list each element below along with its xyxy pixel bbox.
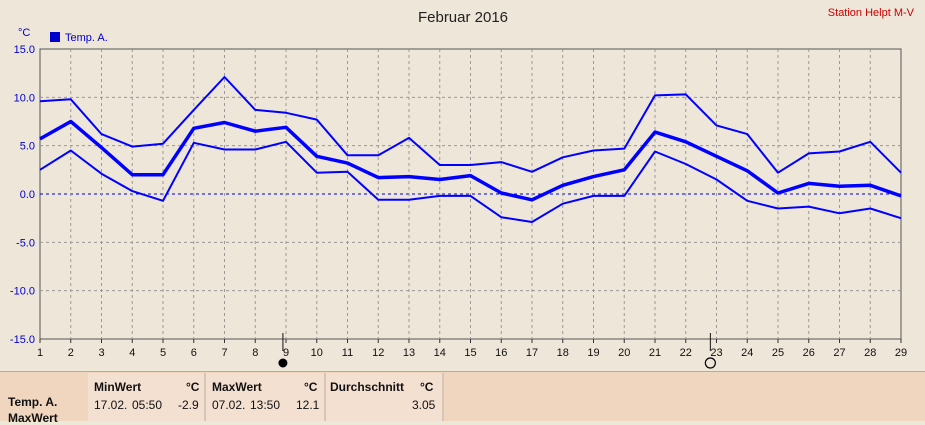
marker-filled-circle [278, 358, 288, 368]
x-tick-label: 8 [252, 347, 258, 359]
x-tick-label: 9 [283, 347, 289, 359]
max-unit: °C [304, 380, 318, 394]
legend-label: Temp. A. [65, 32, 108, 44]
x-tick-label: 2 [68, 347, 74, 359]
x-tick-label: 22 [680, 347, 692, 359]
max-panel: MaxWert °C 07.02. 13:50 12.1 [206, 373, 326, 421]
series-line-mean [39, 119, 902, 202]
chart-canvas: Februar 2016 Station Helpt M-V °C Temp. … [10, 7, 915, 369]
x-tick-label: 23 [710, 347, 722, 359]
x-tick-label: 24 [741, 347, 753, 359]
x-tick-label: 27 [833, 347, 845, 359]
min-panel: MinWert °C 17.02. 05:50 -2.9 [88, 373, 206, 421]
y-tick-label: 5.0 [20, 141, 35, 153]
x-tick-label: 11 [342, 347, 353, 359]
min-value: -2.9 [178, 398, 199, 412]
x-tick-label: 21 [649, 347, 661, 359]
min-time: 05:50 [132, 398, 163, 412]
x-tick-label: 25 [772, 347, 784, 359]
x-tick-label: 20 [618, 347, 630, 359]
x-tick-label: 5 [160, 347, 166, 359]
stats-row-label: Temp. A. [8, 395, 58, 409]
y-tick-label: -15.0 [10, 334, 35, 346]
x-tick-label: 16 [495, 347, 507, 359]
y-axis-unit: °C [18, 27, 30, 39]
max-header: MaxWert [212, 380, 262, 394]
y-tick-label: -5.0 [16, 237, 35, 249]
x-tick-label: 26 [803, 347, 815, 359]
statistics-panel: Temp. A. MaxWert MinWert °C 17.02. 05:50… [0, 371, 925, 425]
y-tick-label: 10.0 [14, 92, 35, 104]
marker-open-circle [704, 357, 716, 369]
min-date: 17.02. [94, 398, 128, 412]
min-unit: °C [186, 380, 200, 394]
x-tick-label: 4 [129, 347, 135, 359]
y-tick-label: -10.0 [10, 286, 35, 298]
x-tick-label: 1 [37, 347, 43, 359]
max-date: 07.02. [212, 398, 246, 412]
y-tick-label: 15.0 [14, 44, 35, 56]
chart-area: Februar 2016 Station Helpt M-V °C Temp. … [9, 7, 915, 369]
x-tick-label: 6 [191, 347, 197, 359]
min-header: MinWert [94, 380, 142, 394]
x-tick-label: 13 [403, 347, 415, 359]
x-tick-label: 15 [464, 347, 476, 359]
legend-swatch [50, 32, 60, 42]
stats-row-label-2: MaxWert [8, 411, 58, 425]
series-line-min [39, 140, 902, 223]
x-tick-label: 18 [557, 347, 569, 359]
x-tick-label: 29 [895, 347, 907, 359]
x-tick-label: 14 [434, 347, 446, 359]
x-tick-label: 10 [311, 347, 323, 359]
series-line-max [39, 76, 902, 174]
avg-value: 3.05 [412, 398, 436, 412]
x-tick-label: 3 [98, 347, 104, 359]
chart-title: Februar 2016 [418, 9, 508, 26]
station-label: Station Helpt M-V [828, 7, 915, 19]
avg-unit: °C [420, 380, 434, 394]
max-value: 12.1 [296, 398, 320, 412]
x-tick-label: 28 [864, 347, 876, 359]
x-tick-label: 19 [587, 347, 599, 359]
avg-panel: Durchschnitt °C 3.05 [326, 373, 444, 421]
x-tick-label: 12 [372, 347, 384, 359]
y-tick-label: 0.0 [20, 189, 35, 201]
x-tick-label: 7 [221, 347, 227, 359]
avg-header: Durchschnitt [330, 380, 405, 394]
max-time: 13:50 [250, 398, 281, 412]
x-tick-label: 17 [526, 347, 538, 359]
